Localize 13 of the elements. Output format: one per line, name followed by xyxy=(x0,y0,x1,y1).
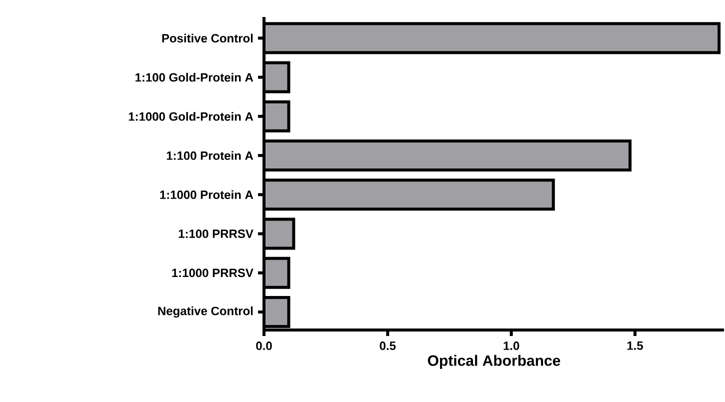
x-tick-label: 0.5 xyxy=(380,342,396,350)
y-tick-label: 1:1000 Gold-Protein A xyxy=(128,112,254,121)
x-tick-label: 1.0 xyxy=(504,342,520,350)
y-tick-label: Positive Control xyxy=(162,34,253,43)
x-tick-label: 0.0 xyxy=(256,342,272,350)
y-tick-label: 1:100 Protein A xyxy=(166,151,254,160)
y-tick-label: 1:100 Gold-Protein A xyxy=(136,72,254,82)
x-tick-label: 1.5 xyxy=(627,342,643,350)
y-tick-label: 1:100 PRRSV xyxy=(178,230,254,238)
y-tick-label: Negative Control xyxy=(158,306,253,318)
y-tick-label: 1:1000 PRRSV xyxy=(172,268,254,278)
x-axis-title: Optical Aborbance xyxy=(428,354,560,369)
y-tick-label: 1:1000 Protein A xyxy=(160,190,254,200)
